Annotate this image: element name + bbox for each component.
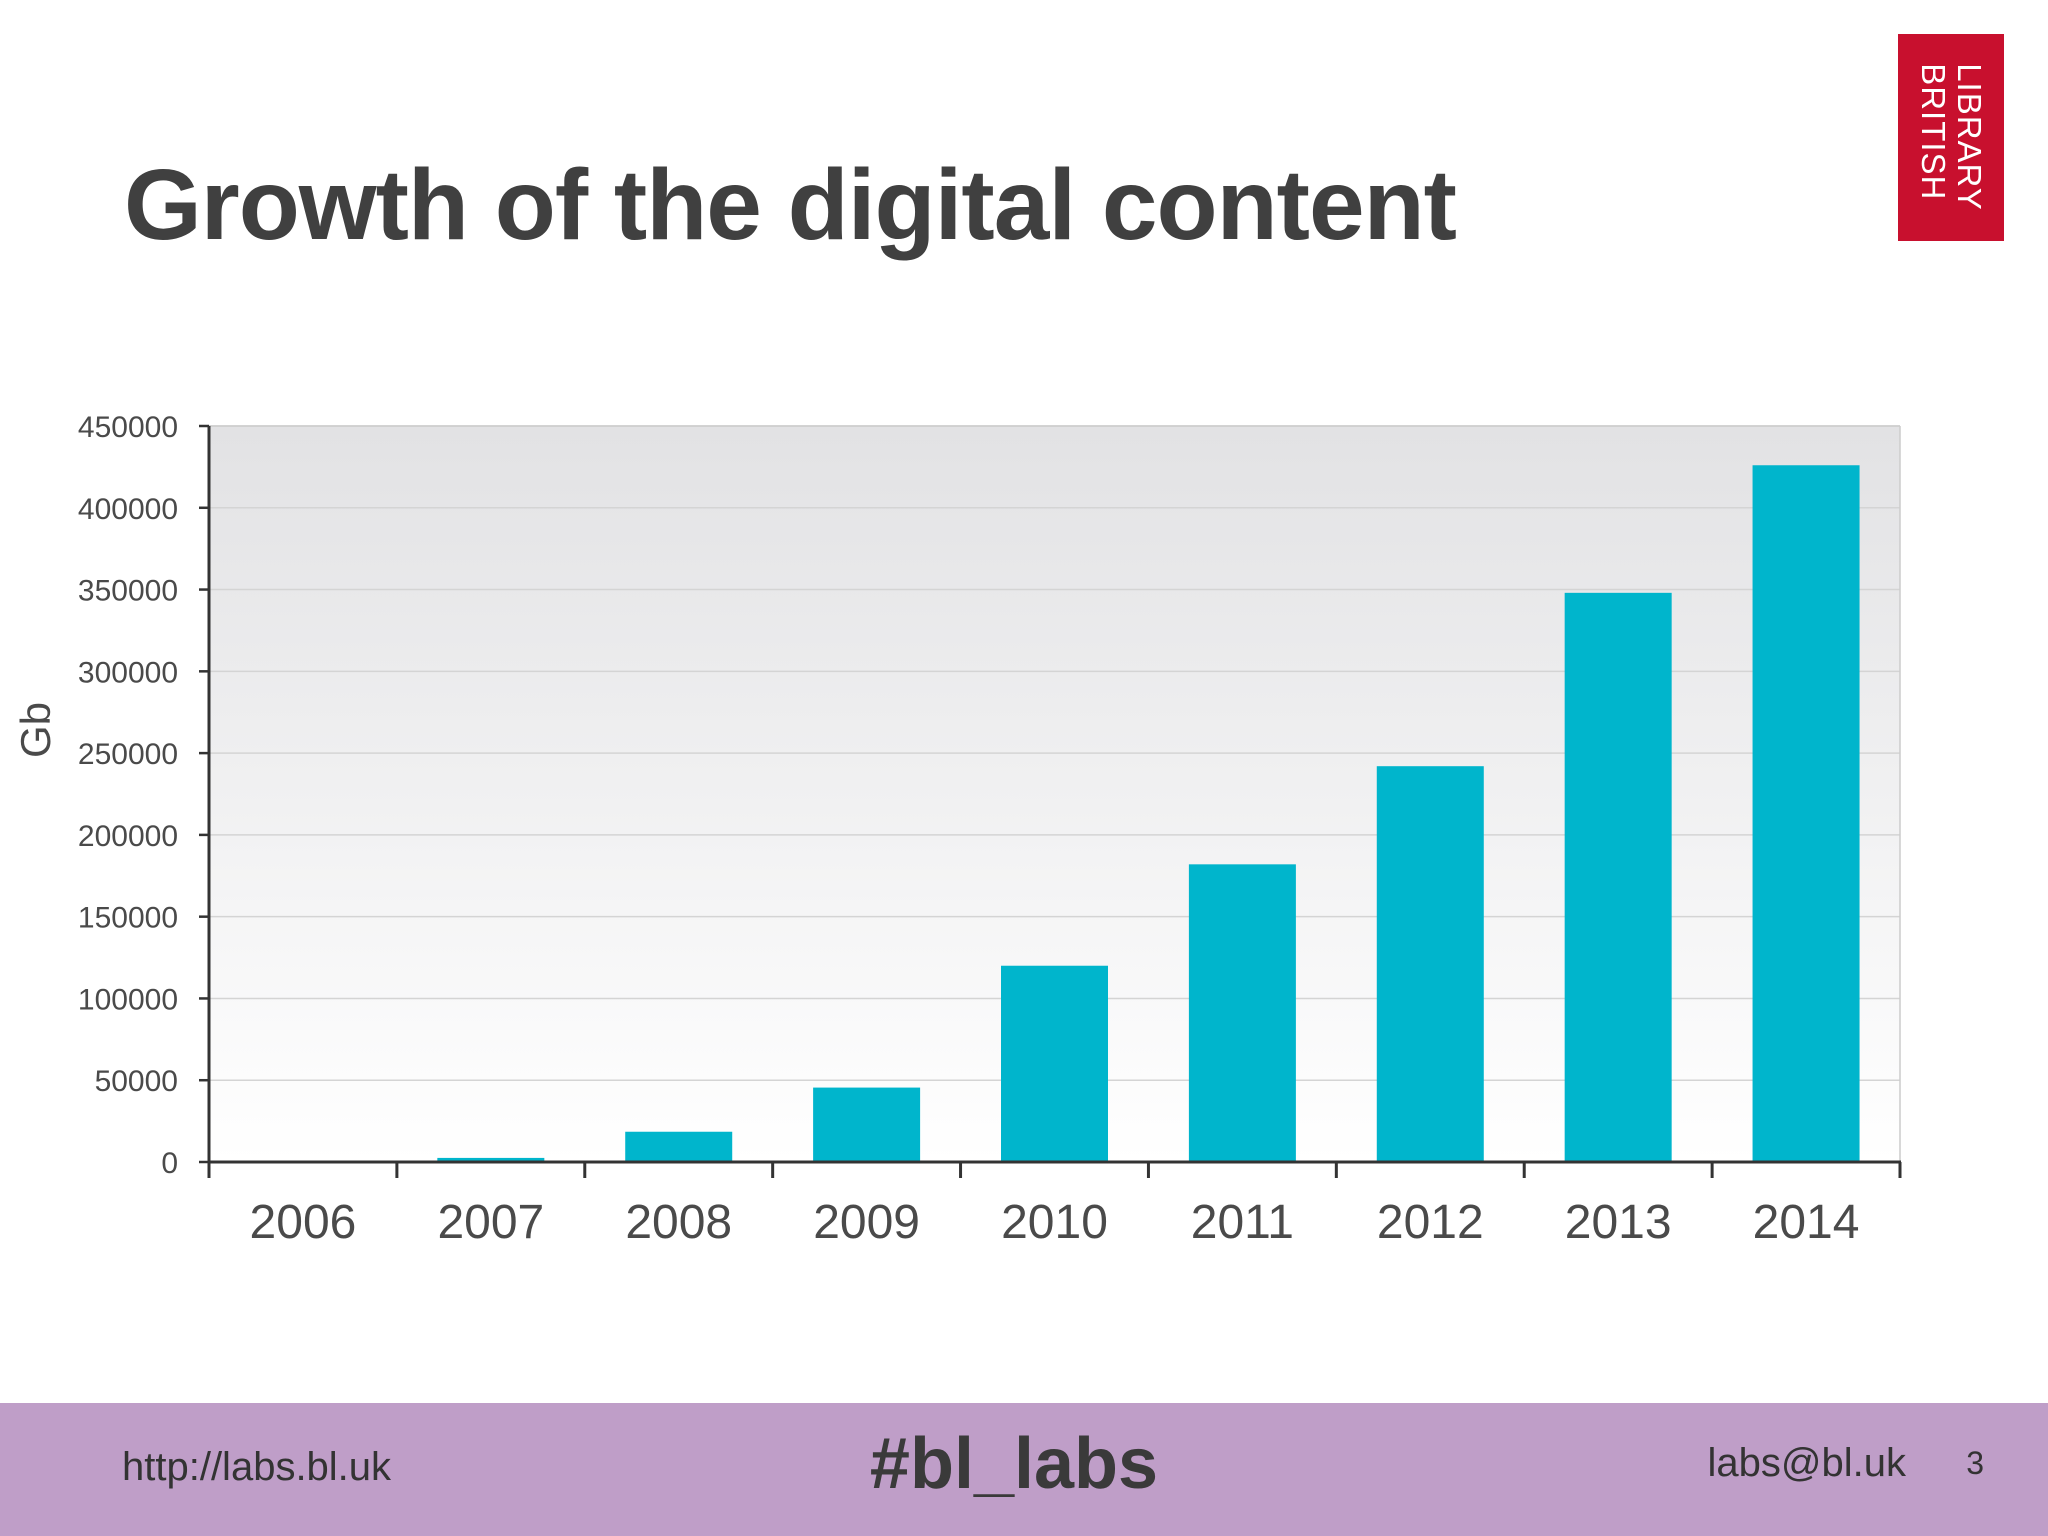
slide-title: Growth of the digital content [124,149,1457,261]
british-library-logo: LIBRARY BRITISH [1898,34,2004,241]
x-tick-label: 2007 [437,1196,544,1249]
y-tick-label: 300000 [78,656,178,689]
y-tick-label: 50000 [95,1065,178,1098]
bar-2008 [625,1131,733,1162]
footer-bar: http://labs.bl.uk #bl_labs labs@bl.uk 3 [0,1403,2048,1536]
y-tick-label: 450000 [78,411,178,444]
bar-2007 [437,1157,545,1162]
y-tick-label: 100000 [78,983,178,1016]
logo-text: LIBRARY BRITISH [1915,63,1988,211]
y-tick-label: 400000 [78,493,178,526]
x-tick-label: 2014 [1753,1196,1860,1249]
y-axis-label: Gb [12,702,59,758]
x-tick-label: 2009 [813,1196,920,1249]
footer-email-link[interactable]: labs@bl.uk [1707,1441,1906,1485]
bar-chart: 0 50000 100000 150000 200000 250000 300000 3500… [12,411,1902,1249]
footer-url-link[interactable]: http://labs.bl.uk [122,1445,392,1489]
bar-2011 [1188,864,1296,1162]
y-tick-label: 150000 [78,902,178,935]
page-number: 3 [1966,1445,1984,1481]
y-tick-label: 350000 [78,575,178,608]
logo-line-library: LIBRARY [1951,63,1988,211]
x-tick-label: 2013 [1565,1196,1672,1249]
bar-2013 [1564,592,1672,1162]
x-tick-label: 2008 [625,1196,732,1249]
y-tick-label: 0 [161,1147,178,1180]
y-tick-label: 250000 [78,738,178,771]
y-tick-label: 200000 [78,820,178,853]
bar-2012 [1376,766,1484,1162]
footer-hashtag: #bl_labs [869,1424,1159,1504]
x-tick-label: 2006 [250,1196,357,1249]
x-tick-label: 2011 [1191,1196,1294,1249]
bar-2014 [1752,465,1860,1163]
bar-2009 [813,1087,921,1162]
x-tick-label: 2010 [1001,1196,1108,1249]
x-tick-label: 2012 [1377,1196,1484,1249]
logo-line-british: BRITISH [1915,63,1952,201]
bar-2010 [1001,965,1108,1162]
